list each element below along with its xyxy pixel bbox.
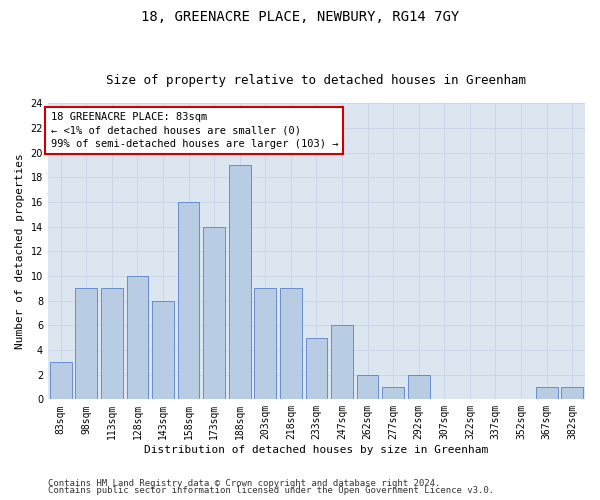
Title: Size of property relative to detached houses in Greenham: Size of property relative to detached ho… [106, 74, 526, 87]
Bar [331, 326, 353, 400]
Text: 18, GREENACRE PLACE, NEWBURY, RG14 7GY: 18, GREENACRE PLACE, NEWBURY, RG14 7GY [141, 10, 459, 24]
Text: Contains HM Land Registry data © Crown copyright and database right 2024.: Contains HM Land Registry data © Crown c… [48, 478, 440, 488]
Bar [178, 202, 199, 400]
Bar [408, 374, 430, 400]
Bar [536, 387, 557, 400]
Bar [50, 362, 71, 400]
Bar [382, 387, 404, 400]
Bar [152, 300, 174, 400]
Y-axis label: Number of detached properties: Number of detached properties [15, 154, 25, 350]
Text: 18 GREENACRE PLACE: 83sqm
← <1% of detached houses are smaller (0)
99% of semi-d: 18 GREENACRE PLACE: 83sqm ← <1% of detac… [50, 112, 338, 148]
Bar [229, 165, 251, 400]
Bar [127, 276, 148, 400]
X-axis label: Distribution of detached houses by size in Greenham: Distribution of detached houses by size … [145, 445, 488, 455]
Bar [562, 387, 583, 400]
Bar [203, 226, 225, 400]
Bar [254, 288, 276, 400]
Bar [101, 288, 123, 400]
Bar [357, 374, 379, 400]
Text: Contains public sector information licensed under the Open Government Licence v3: Contains public sector information licen… [48, 486, 494, 495]
Bar [305, 338, 328, 400]
Bar [280, 288, 302, 400]
Bar [76, 288, 97, 400]
